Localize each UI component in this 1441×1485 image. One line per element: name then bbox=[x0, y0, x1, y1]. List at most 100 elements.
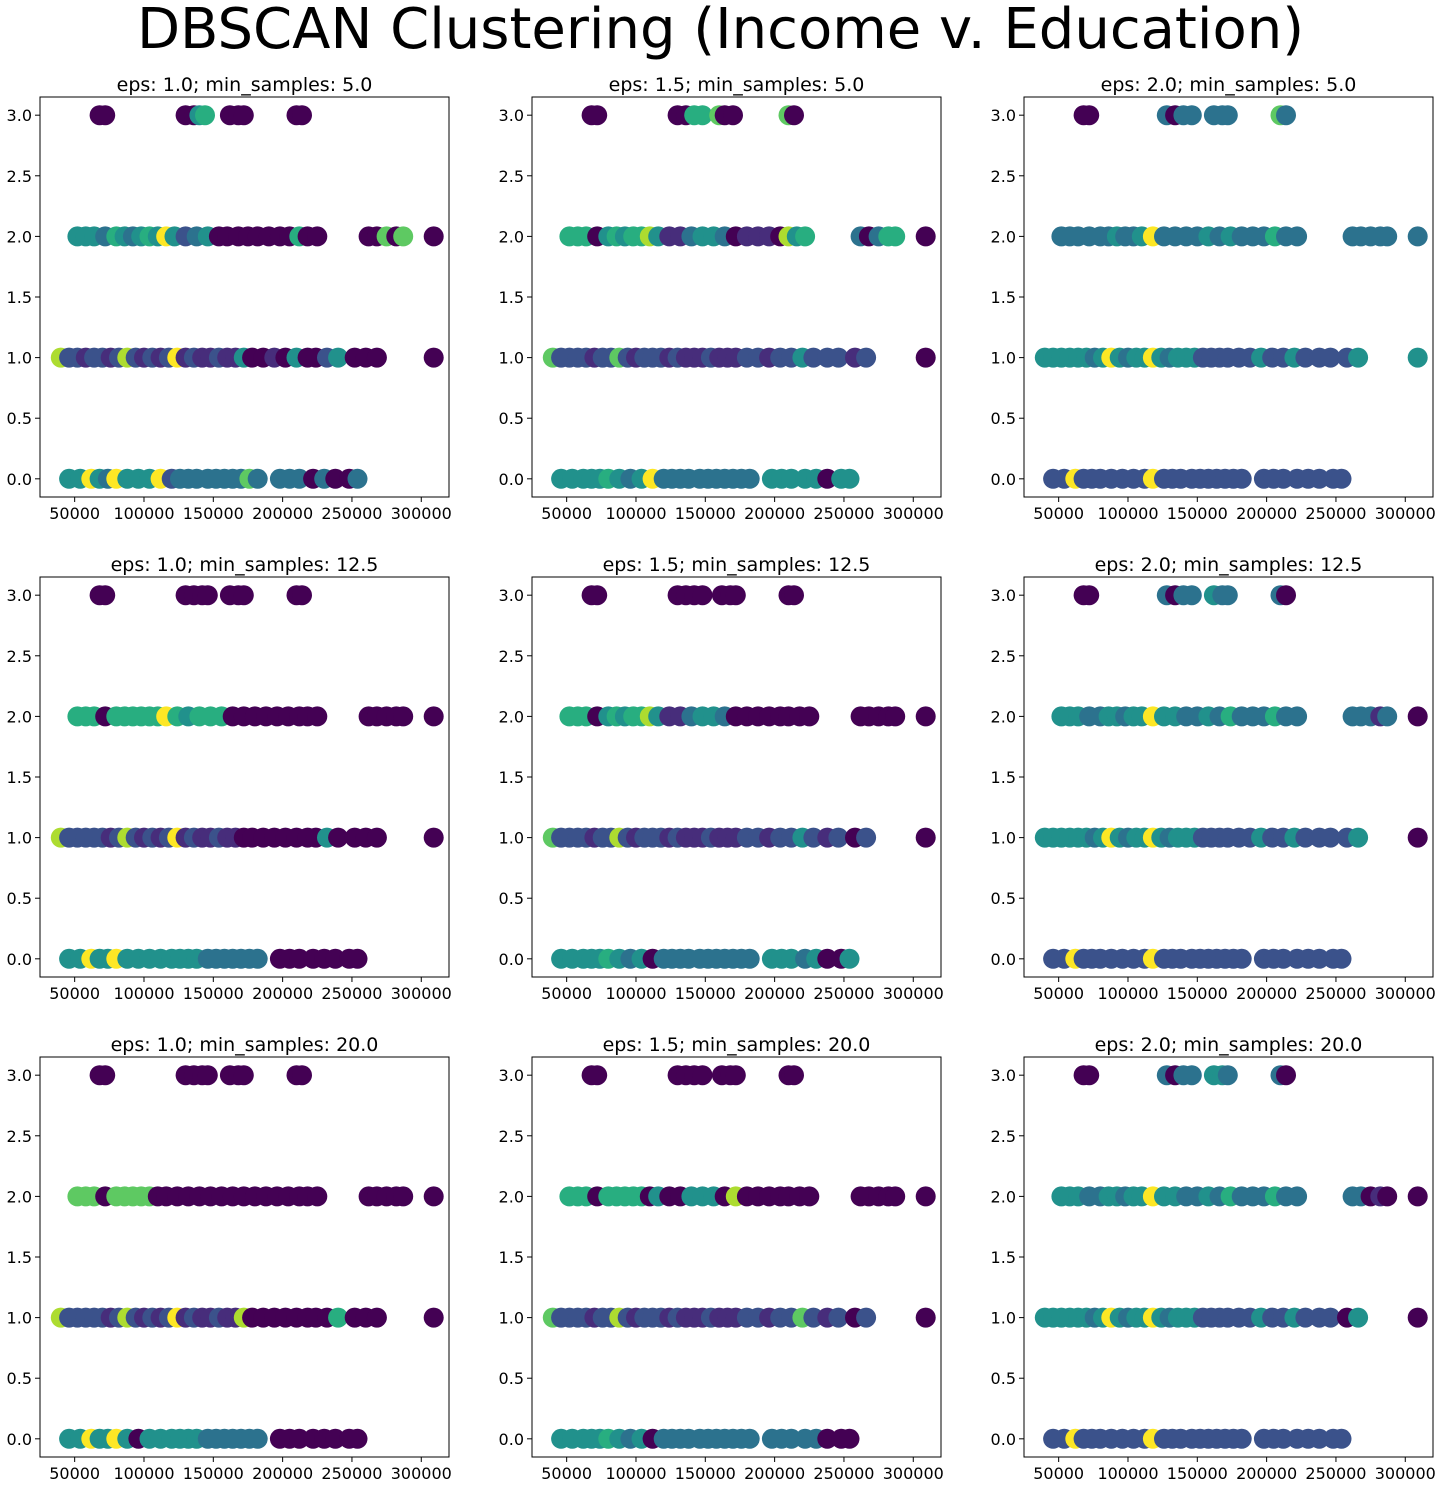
x-tick-label: 50000 bbox=[541, 1464, 592, 1483]
scatter-point bbox=[393, 706, 414, 727]
scatter-point bbox=[1407, 347, 1428, 368]
scatter-point bbox=[587, 1065, 608, 1086]
x-tick-label: 250000 bbox=[813, 984, 874, 1003]
scatter-point bbox=[739, 1428, 760, 1449]
x-tick-label: 150000 bbox=[675, 504, 736, 523]
y-tick-label: 1.5 bbox=[7, 768, 32, 787]
x-tick-label: 300000 bbox=[1375, 984, 1436, 1003]
scatter-point bbox=[423, 706, 444, 727]
y-tick-label: 1.5 bbox=[7, 1248, 32, 1267]
scatter-point bbox=[1287, 706, 1308, 727]
x-tick-label: 100000 bbox=[605, 1464, 666, 1483]
scatter-point bbox=[915, 226, 936, 247]
scatter-point bbox=[1287, 1186, 1308, 1207]
y-tick-label: 3.0 bbox=[991, 586, 1016, 605]
x-tick-label: 300000 bbox=[1375, 504, 1436, 523]
scatter-point bbox=[856, 347, 877, 368]
x-tick-label: 300000 bbox=[1375, 1464, 1436, 1483]
y-tick-label: 2.0 bbox=[499, 227, 524, 246]
scatter-point bbox=[915, 1186, 936, 1207]
scatter-point bbox=[307, 1186, 328, 1207]
scatter-point bbox=[828, 827, 849, 848]
y-tick-label: 2.5 bbox=[499, 167, 524, 186]
scatter-point bbox=[1331, 948, 1352, 969]
x-tick-label: 300000 bbox=[883, 504, 944, 523]
x-tick-label: 100000 bbox=[113, 1464, 174, 1483]
scatter-point bbox=[1348, 827, 1369, 848]
scatter-point bbox=[781, 948, 802, 969]
x-tick-label: 100000 bbox=[1097, 984, 1158, 1003]
scatter-point bbox=[1276, 585, 1296, 606]
x-tick-label: 250000 bbox=[813, 504, 874, 523]
axes-frame bbox=[1023, 96, 1434, 498]
x-tick-label: 150000 bbox=[183, 984, 244, 1003]
x-tick-label: 150000 bbox=[1167, 504, 1228, 523]
subplot-title: eps: 2.0; min_samples: 20.0 bbox=[1095, 1034, 1363, 1056]
x-tick-label: 100000 bbox=[113, 984, 174, 1003]
subplot-8: eps: 1.5; min_samples: 20.0 0.0 0.5 1.0 1.5 2… bbox=[499, 1034, 944, 1483]
scatter-points bbox=[50, 1065, 444, 1449]
scatter-point bbox=[1217, 105, 1238, 126]
scatter-point bbox=[328, 1307, 349, 1328]
y-tick-label: 1.0 bbox=[499, 349, 524, 368]
scatter-point bbox=[1276, 1065, 1296, 1086]
y-tick-label: 1.5 bbox=[7, 288, 32, 307]
scatter-point bbox=[1079, 105, 1100, 126]
scatter-point bbox=[1377, 1186, 1398, 1207]
scatter-point bbox=[803, 827, 824, 848]
x-tick-label: 150000 bbox=[675, 1464, 736, 1483]
scatter-point bbox=[393, 226, 414, 247]
x-tick-label: 200000 bbox=[1236, 504, 1297, 523]
x-tick-label: 200000 bbox=[744, 984, 805, 1003]
scatter-point bbox=[915, 347, 936, 368]
scatter-point bbox=[795, 226, 816, 247]
scatter-point bbox=[1348, 347, 1369, 368]
y-tick-label: 2.5 bbox=[991, 647, 1016, 666]
scatter-points bbox=[50, 585, 444, 969]
subplot-title: eps: 1.5; min_samples: 20.0 bbox=[603, 1034, 871, 1056]
y-tick-label: 3.0 bbox=[499, 106, 524, 125]
y-tick-label: 1.5 bbox=[499, 768, 524, 787]
y-tick-label: 0.0 bbox=[499, 1430, 524, 1449]
scatter-point bbox=[1331, 1428, 1352, 1449]
scatter-point bbox=[289, 468, 310, 489]
scatter-point bbox=[197, 585, 218, 606]
y-tick-label: 3.0 bbox=[7, 586, 32, 605]
y-tick-label: 2.0 bbox=[991, 227, 1016, 246]
scatter-point bbox=[1320, 827, 1341, 848]
y-tick-label: 1.5 bbox=[499, 288, 524, 307]
scatter-point bbox=[233, 105, 254, 126]
scatter-point bbox=[915, 706, 936, 727]
y-tick-label: 0.5 bbox=[499, 1369, 524, 1388]
scatter-point bbox=[1377, 706, 1398, 727]
x-tick-label: 100000 bbox=[1097, 1464, 1158, 1483]
y-tick-label: 2.5 bbox=[991, 167, 1016, 186]
scatter-point bbox=[95, 585, 116, 606]
scatter-point bbox=[1079, 1065, 1100, 1086]
scatter-point bbox=[1273, 468, 1294, 489]
scatter-point bbox=[915, 1307, 936, 1328]
scatter-point bbox=[725, 585, 746, 606]
x-tick-label: 100000 bbox=[113, 504, 174, 523]
y-tick-label: 1.0 bbox=[499, 1309, 524, 1328]
y-tick-label: 2.0 bbox=[991, 707, 1016, 726]
scatter-point bbox=[817, 948, 838, 969]
y-tick-label: 0.0 bbox=[991, 950, 1016, 969]
scatter-point bbox=[1079, 585, 1100, 606]
y-tick-label: 2.5 bbox=[991, 1127, 1016, 1146]
scatter-point bbox=[1309, 1428, 1330, 1449]
scatter-point bbox=[289, 948, 310, 969]
scatter-point bbox=[692, 105, 713, 126]
y-tick-label: 3.0 bbox=[499, 1066, 524, 1085]
y-tick-label: 0.5 bbox=[991, 889, 1016, 908]
scatter-point bbox=[915, 827, 936, 848]
scatter-point bbox=[325, 1428, 346, 1449]
x-tick-label: 50000 bbox=[49, 984, 100, 1003]
x-tick-label: 250000 bbox=[1305, 984, 1366, 1003]
y-tick-label: 2.5 bbox=[7, 167, 32, 186]
y-tick-label: 2.5 bbox=[499, 647, 524, 666]
scatter-point bbox=[393, 1186, 414, 1207]
x-tick-label: 200000 bbox=[1236, 984, 1297, 1003]
y-tick-label: 0.0 bbox=[7, 950, 32, 969]
scatter-point bbox=[325, 468, 346, 489]
